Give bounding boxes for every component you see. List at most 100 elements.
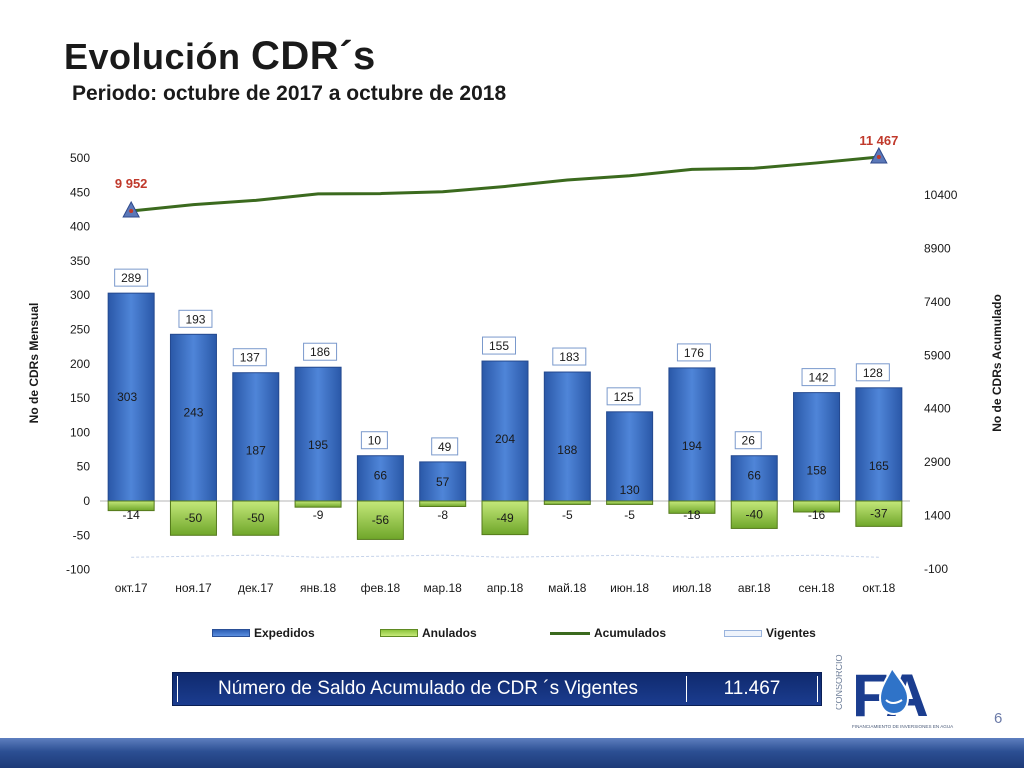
y-tick-label: 300 [70, 288, 90, 302]
legend-label-acumulados: Acumulados [594, 626, 667, 640]
bar-expedidos [356, 455, 404, 502]
data-label-anulados: -8 [437, 508, 448, 522]
x-tick-label: окт.17 [115, 581, 148, 595]
y2-tick-label: 2900 [924, 455, 951, 469]
bar-anulados [169, 500, 217, 536]
y2-tick-label: 8900 [924, 241, 951, 255]
cdr-evolution-chart: -100 -50 0 50 100 150 200 250 300 350 400 450 500 -10… [66, 133, 958, 595]
summary-bar: Número de Saldo Acumulado de CDR ´s Vige… [172, 672, 822, 706]
data-label-vigentes: 49 [438, 440, 452, 454]
data-label-vigentes-box [801, 368, 836, 387]
x-tick-label: ноя.17 [175, 581, 212, 595]
data-label-vigentes-box [360, 431, 388, 450]
legend-item-vigentes: Vigentes [724, 626, 816, 640]
bar-expedidos [107, 292, 155, 502]
data-label-vigentes-box [676, 343, 711, 362]
y-tick-label: -50 [73, 528, 91, 542]
x-tick-label: июл.18 [672, 581, 711, 595]
data-label-expedidos: 243 [183, 405, 203, 419]
bar-anulados [107, 500, 155, 512]
data-label-vigentes-box [178, 309, 213, 328]
y2-tick-label: 7400 [924, 295, 951, 309]
x-tick-label: янв.18 [300, 581, 337, 595]
y-tick-label: 0 [83, 494, 90, 508]
y-tick-label: 500 [70, 151, 90, 165]
y-tick-label: 350 [70, 254, 90, 268]
data-label-vigentes: 183 [559, 350, 579, 364]
data-label-anulados: -37 [870, 507, 888, 521]
acumulados-marker-dot [876, 154, 881, 159]
chart-legend: Expedidos Anulados Acumulados Vigentes [0, 626, 1024, 646]
data-label-anulados: -49 [496, 511, 514, 525]
slide-subtitle: Periodo: octubre de 2017 a octubre de 20… [72, 82, 507, 105]
page-number: 6 [994, 710, 1003, 727]
x-tick-label: авг.18 [738, 581, 771, 595]
bar-anulados [481, 500, 529, 536]
chart-bars [107, 292, 903, 540]
data-label-vigentes-box [431, 437, 459, 456]
legend-swatch-expedidos [212, 629, 250, 637]
summary-value: 11.467 [686, 676, 818, 702]
x-tick-label: фев.18 [361, 581, 401, 595]
legend-item-expedidos: Expedidos [212, 626, 315, 640]
data-label-vigentes: 155 [489, 339, 509, 353]
series-line-vigentes [131, 554, 879, 558]
logo-side-text: CONSORCIO [836, 654, 844, 710]
data-label-vigentes: 137 [240, 351, 260, 365]
legend-swatch-vigentes [724, 629, 762, 637]
bar-anulados [232, 500, 280, 536]
y-axis-title-secondary: No de CDRs Acumulado [990, 294, 1004, 432]
series-line-acumulados [131, 155, 879, 213]
bar-anulados [730, 500, 778, 529]
bar-expedidos [793, 392, 841, 502]
data-label-anulados: -14 [122, 508, 140, 522]
x-tick-label: дек.17 [238, 581, 274, 595]
slide-title-part-b: CDR´s [251, 34, 376, 78]
data-label-vigentes: 142 [809, 371, 829, 385]
bar-expedidos [169, 333, 217, 502]
data-label-vigentes-box [232, 348, 267, 367]
bar-anulados [419, 500, 467, 507]
data-label-expedidos: 57 [436, 475, 450, 489]
legend-label-anulados: Anulados [422, 626, 477, 640]
data-label-vigentes: 186 [310, 345, 330, 359]
y2-tick-label: 5900 [924, 348, 951, 362]
data-label-expedidos: 204 [495, 432, 515, 446]
data-label-anulados: -56 [372, 513, 390, 527]
bar-anulados [356, 500, 404, 540]
chart-axes: -100 -50 0 50 100 150 200 250 300 350 400 450 500 -10… [66, 151, 958, 595]
y-tick-label: 250 [70, 323, 90, 337]
legend-swatch-anulados [380, 629, 418, 637]
x-tick-label: окт.18 [862, 581, 895, 595]
legend-item-acumulados: Acumulados [550, 626, 666, 640]
data-label-expedidos: 165 [869, 459, 889, 473]
data-label-vigentes-box [606, 387, 641, 406]
data-label-expedidos: 195 [308, 438, 328, 452]
legend-swatch-acumulados [550, 631, 590, 635]
data-label-vigentes-box [482, 336, 516, 355]
y-tick-label: 150 [70, 391, 90, 405]
bar-expedidos [419, 461, 467, 502]
data-label-expedidos: 303 [117, 390, 137, 404]
data-label-expedidos: 66 [748, 469, 762, 483]
slide-title-part-a: Evolución [64, 36, 252, 77]
water-drop-wave-icon [885, 699, 903, 704]
data-label-expedidos: 66 [374, 469, 388, 483]
bar-anulados [543, 500, 591, 505]
bar-anulados [606, 500, 654, 505]
data-label-vigentes-box [114, 268, 149, 287]
chart-labels: 303 243 187 195 66 57 204 188 130 194 66 158 165 -14 -… [114, 133, 898, 527]
bar-expedidos [855, 387, 903, 502]
data-label-anulados: -50 [185, 511, 203, 525]
y-tick-label: 200 [70, 357, 90, 371]
bar-expedidos [543, 371, 591, 502]
x-tick-label: июн.18 [610, 581, 649, 595]
consorcio-fia-logo: CONSORCIO FA FINANCIAMIENTO DE INVERSION… [836, 654, 954, 729]
water-drop-icon [878, 666, 910, 716]
legend-label-expedidos: Expedidos [254, 626, 315, 640]
x-tick-label: сен.18 [799, 581, 835, 595]
y-tick-label: 50 [77, 460, 91, 474]
data-label-anulados: -5 [624, 508, 635, 522]
data-label-anulados: -18 [683, 508, 701, 522]
bar-expedidos [606, 411, 654, 502]
